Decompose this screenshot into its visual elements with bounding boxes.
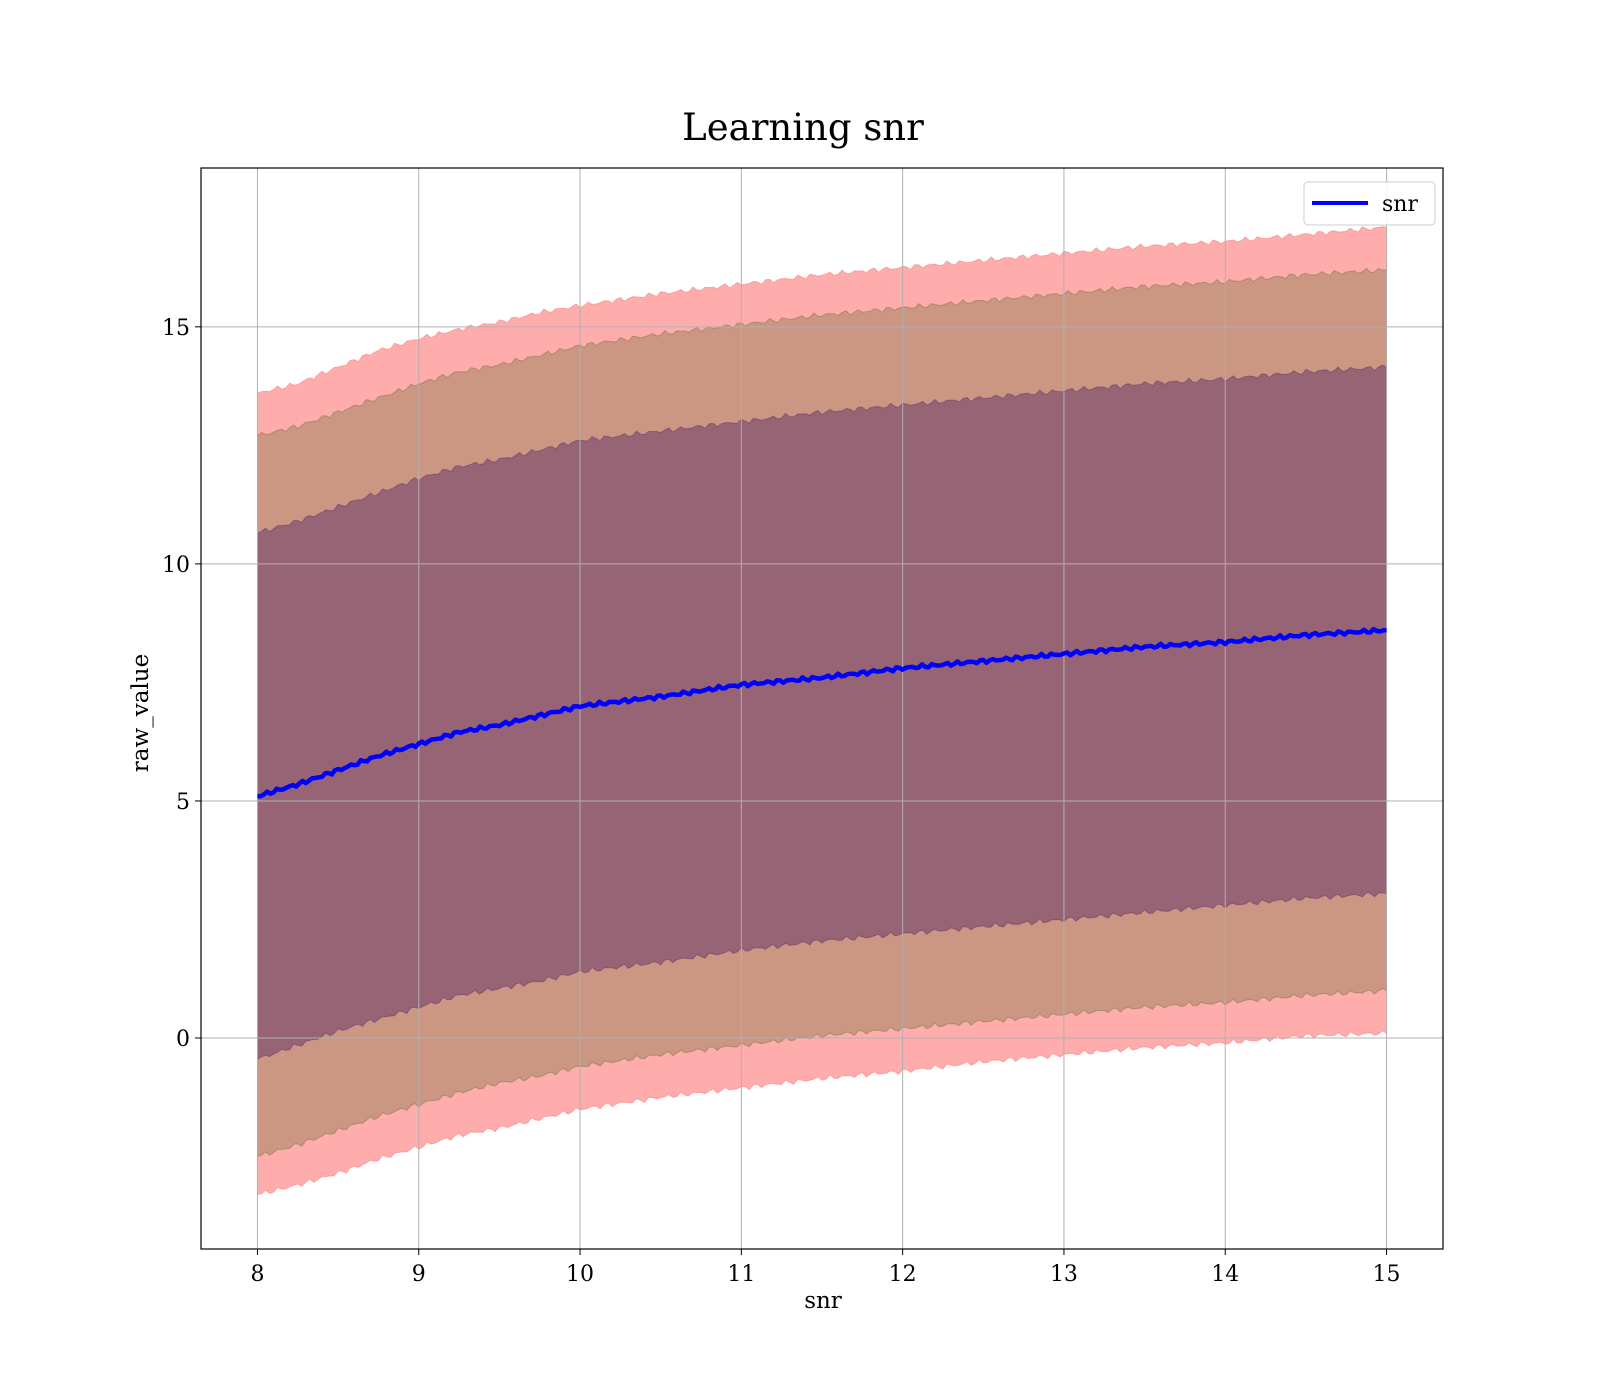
x-tick-label: 8 <box>250 1262 264 1287</box>
x-tick-label: 10 <box>566 1262 594 1287</box>
y-tick-label: 15 <box>162 316 190 341</box>
grid <box>201 168 1443 1249</box>
x-tick-label: 14 <box>1211 1262 1239 1287</box>
x-tick-label: 13 <box>1050 1262 1078 1287</box>
y-axis-ticks: 0 5 10 15 <box>162 316 201 1052</box>
x-tick-label: 9 <box>412 1262 426 1287</box>
plot-frame <box>200 167 1444 1250</box>
y-axis-label: raw_value <box>128 654 154 772</box>
confidence-bands <box>257 226 1387 1196</box>
y-tick-label: 5 <box>176 790 190 815</box>
series-lines <box>257 626 1387 799</box>
legend-box <box>1303 181 1436 226</box>
x-tick-label: 12 <box>889 1262 917 1287</box>
legend-label-snr: snr <box>1382 192 1418 217</box>
legend: snr <box>1303 181 1436 226</box>
chart-title: Learning snr <box>682 106 924 149</box>
y-tick-label: 10 <box>162 553 190 578</box>
x-axis-label: snr <box>804 1288 842 1314</box>
x-tick-label: 15 <box>1373 1262 1401 1287</box>
x-tick-label: 11 <box>727 1262 755 1287</box>
series-line-snr <box>257 626 1387 799</box>
x-axis-ticks: 8 9 10 11 12 13 14 15 <box>250 1249 1401 1287</box>
y-tick-label: 0 <box>176 1027 190 1052</box>
